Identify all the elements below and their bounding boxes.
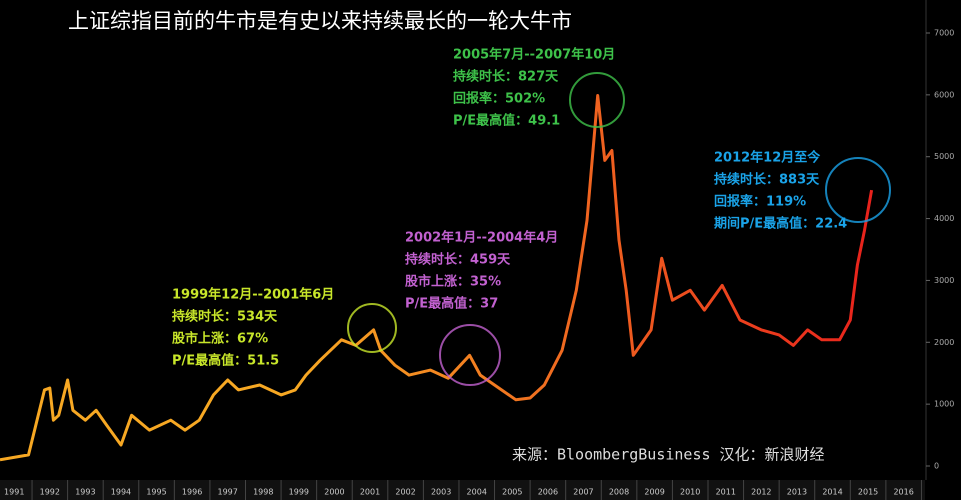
x-tick-label: 2004 — [467, 488, 487, 497]
annotation-text: P/E最高值：37 — [405, 296, 498, 312]
x-tick-label: 2008 — [609, 488, 629, 497]
annotation-text: 回报率：502% — [453, 91, 545, 107]
annotation-text: 期间P/E最高值：22.4 — [714, 216, 847, 232]
y-tick-label: 4000 — [934, 214, 954, 223]
x-tick-label: 2005 — [502, 488, 522, 497]
y-tick-label: 7000 — [934, 29, 954, 38]
annotation-text: 回报率：119% — [714, 194, 806, 210]
x-tick-label: 1993 — [75, 488, 95, 497]
x-tick-label: 2016 — [893, 488, 913, 497]
index-line — [0, 94, 874, 462]
annotation-text: 持续时长：883天 — [714, 172, 820, 188]
x-tick-label: 1998 — [253, 488, 273, 497]
x-tick-label: 1999 — [289, 488, 309, 497]
x-tick-label: 2014 — [822, 488, 842, 497]
x-tick-label: 2013 — [787, 488, 807, 497]
x-tick-label: 2010 — [680, 488, 700, 497]
x-tick-label: 2012 — [751, 488, 771, 497]
chart-title: 上证综指目前的牛市是有史以来持续最长的一轮大牛市 — [68, 9, 572, 33]
x-tick-label: 1995 — [146, 488, 166, 497]
annotation-text: 1999年12月--2001年6月 — [172, 287, 334, 303]
x-tick-label: 1996 — [182, 488, 202, 497]
x-tick-label: 2000 — [324, 488, 344, 497]
y-tick-label: 5000 — [934, 152, 954, 161]
x-tick-label: 2006 — [538, 488, 558, 497]
x-tick-label: 2007 — [573, 488, 593, 497]
annotation-text: 持续时长：827天 — [453, 69, 559, 85]
annotation-text: 股市上涨：67% — [172, 331, 268, 347]
y-tick-label: 1000 — [934, 400, 954, 409]
x-tick-label: 2011 — [716, 488, 736, 497]
highlight-circle — [825, 157, 891, 223]
highlight-circle — [439, 324, 501, 386]
x-tick-label: 2015 — [858, 488, 878, 497]
annotation-text: P/E最高值：51.5 — [172, 353, 279, 369]
y-tick-label: 0 — [934, 462, 939, 471]
annotation-text: 2002年1月--2004年4月 — [405, 230, 558, 246]
x-tick-label: 1997 — [218, 488, 238, 497]
x-tick-label: 1994 — [111, 488, 131, 497]
highlight-circle — [347, 303, 397, 353]
x-tick-label: 2001 — [360, 488, 380, 497]
y-tick-label: 3000 — [934, 276, 954, 285]
annotation-text: 持续时长：459天 — [405, 252, 511, 268]
highlight-circle — [569, 72, 625, 128]
x-tick-label: 2003 — [431, 488, 451, 497]
y-tick-label: 6000 — [934, 90, 954, 99]
x-tick-label: 2009 — [644, 488, 664, 497]
source-note: 来源：BloombergBusiness 汉化：新浪财经 — [512, 446, 825, 464]
annotation-text: 2012年12月至今 — [714, 150, 821, 166]
annotation-text: 股市上涨：35% — [405, 274, 501, 290]
x-tick-label: 1992 — [40, 488, 60, 497]
annotation-text: 持续时长：534天 — [172, 309, 278, 325]
x-axis-strip — [0, 480, 925, 500]
y-tick-label: 2000 — [934, 338, 954, 347]
x-tick-label: 2002 — [395, 488, 415, 497]
x-tick-label: 1991 — [4, 488, 24, 497]
annotation-text: P/E最高值：49.1 — [453, 113, 560, 129]
annotation-text: 2005年7月--2007年10月 — [453, 47, 615, 63]
